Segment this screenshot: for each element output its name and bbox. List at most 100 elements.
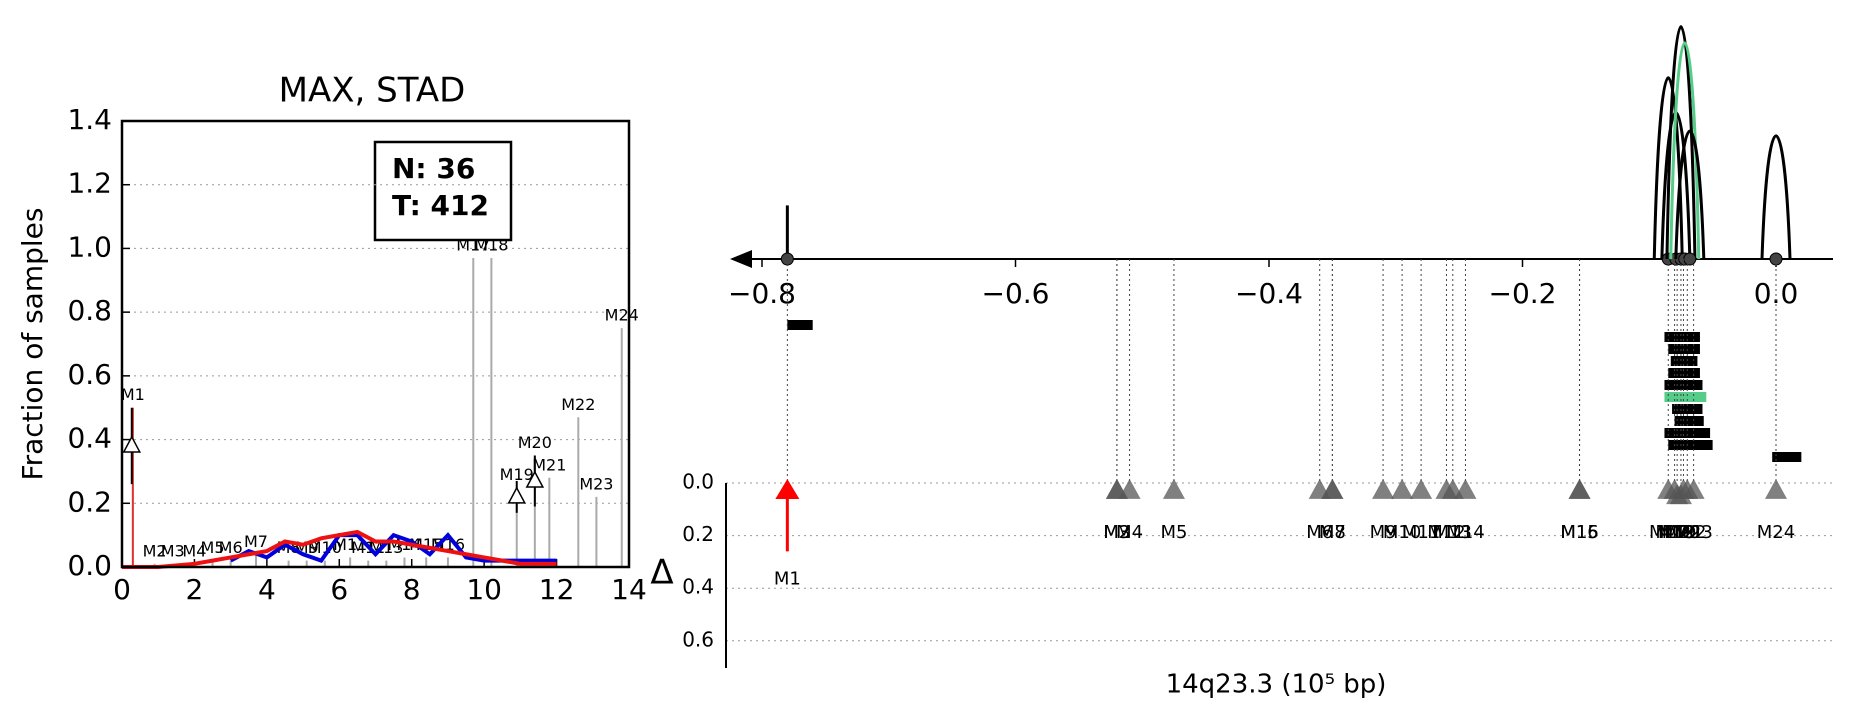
x-tick-label: 10	[466, 573, 502, 606]
y-tick-label: 0.6	[67, 358, 112, 391]
bar-label: M20	[518, 433, 552, 452]
marker	[1372, 478, 1395, 499]
y-tick-label: 0.6	[682, 627, 714, 651]
x-tick-label: −0.2	[1489, 277, 1557, 310]
bar-label: M11	[333, 535, 367, 554]
marker-label: M10	[1383, 522, 1421, 543]
peak	[1674, 130, 1706, 260]
bar-label: M2	[143, 541, 167, 560]
marker-label: M1	[774, 568, 801, 589]
marker-label: M11	[1402, 522, 1440, 543]
marker-label: M4	[1116, 522, 1143, 543]
marker-head	[775, 479, 800, 499]
bar-label: M3	[161, 541, 185, 560]
bar-label: M6	[219, 538, 243, 557]
marker-label: M23	[1674, 522, 1712, 543]
marker-label: M13	[1434, 522, 1472, 543]
marker-label: M3	[1103, 522, 1130, 543]
line	[122, 529, 557, 569]
marker-label: M14	[1446, 522, 1484, 543]
point	[122, 435, 142, 453]
marker	[1391, 478, 1414, 499]
bar-label: M24	[605, 306, 639, 325]
x-tick-label: 2	[186, 573, 204, 606]
marker	[1321, 478, 1344, 499]
marker-label: M12	[1427, 522, 1465, 543]
y-tick-label: 0.2	[682, 522, 714, 546]
marker-label: M6	[1306, 522, 1333, 543]
interval	[1772, 452, 1802, 462]
interval	[1664, 332, 1700, 342]
y-tick-label: 0.4	[67, 422, 112, 455]
bar-label: M4	[182, 541, 206, 560]
plot-frame	[120, 119, 631, 569]
bar-label: M17	[456, 235, 490, 254]
y-tick-label: 0.4	[682, 575, 714, 599]
bar-label: M1	[121, 385, 145, 404]
x-tick-label: 0	[113, 573, 131, 606]
marker-label: M24	[1757, 522, 1795, 543]
x-axis-label: 14q23.3 (10⁵ bp)	[1166, 670, 1387, 700]
annotation-box	[373, 140, 513, 242]
interval	[1668, 368, 1700, 378]
marker	[1765, 478, 1787, 499]
interval	[787, 320, 813, 330]
bar-label: M7	[244, 532, 268, 551]
x-tick-label: −0.8	[728, 277, 796, 310]
interval	[1674, 416, 1704, 426]
marker-label: M21	[1664, 522, 1702, 543]
peak	[1665, 25, 1697, 260]
marker	[1118, 478, 1141, 499]
marker-label: M20	[1662, 522, 1700, 543]
y-tick-label: 1.4	[67, 103, 112, 136]
marker-label: M22	[1668, 522, 1706, 543]
point	[507, 486, 526, 504]
y-axis-label: Fraction of samples	[16, 208, 49, 481]
peak	[1760, 134, 1792, 260]
y-tick-label: 1.0	[67, 230, 112, 263]
marker	[1410, 478, 1433, 499]
marker-label: M8	[1319, 522, 1346, 543]
marker	[1682, 478, 1705, 499]
marker	[1568, 478, 1591, 499]
marker	[1454, 478, 1477, 499]
marker	[1162, 478, 1185, 499]
bar-label: M23	[579, 474, 613, 493]
marker-label: M19	[1658, 522, 1696, 543]
marker-label: M2	[1103, 522, 1130, 543]
y-tick-label: 0.0	[682, 470, 714, 494]
bar-label: M5	[201, 538, 225, 557]
x-tick-label: −0.6	[982, 277, 1050, 310]
bar-label: M21	[532, 455, 566, 474]
interval	[1668, 344, 1700, 354]
interval	[1668, 440, 1713, 450]
bar-label: M22	[561, 395, 595, 414]
marker-label: M17	[1649, 522, 1687, 543]
marker-label: M7	[1319, 522, 1346, 543]
point	[525, 470, 545, 488]
interval	[1664, 392, 1707, 402]
bar-label: M18	[474, 235, 508, 254]
marker-label: M5	[1160, 522, 1187, 543]
y-axis-label: Δ	[650, 553, 673, 593]
x-tick-label: 6	[330, 573, 348, 606]
interval	[1664, 428, 1711, 438]
marker-label: M9	[1370, 522, 1397, 543]
annotation: T: 412	[392, 189, 489, 222]
x-tick-label: 8	[403, 573, 421, 606]
x-tick-label: 12	[539, 573, 575, 606]
interval	[1670, 356, 1698, 366]
y-tick-label: 0.0	[67, 549, 112, 582]
y-tick-label: 0.8	[67, 294, 112, 327]
marker-label: M18	[1655, 522, 1693, 543]
y-tick-label: 0.2	[67, 485, 112, 518]
y-tick-label: 1.2	[67, 167, 112, 200]
x-tick-label: 4	[258, 573, 276, 606]
x-tick-label: −0.4	[1235, 277, 1303, 310]
annotation: N: 36	[392, 152, 475, 185]
marker-label: M15	[1560, 522, 1598, 543]
x-tick-label: 14	[611, 573, 647, 606]
chart-title: MAX, STAD	[279, 71, 466, 111]
marker-label: M16	[1560, 522, 1598, 543]
